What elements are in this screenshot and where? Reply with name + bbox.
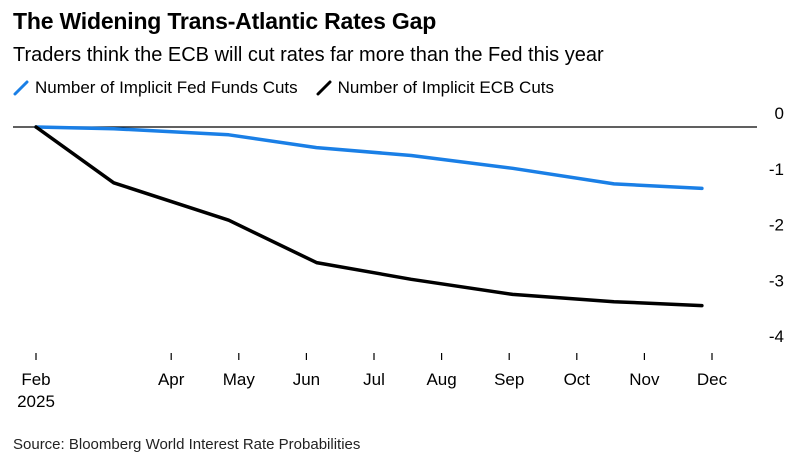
legend: Number of Implicit Fed Funds Cuts Number… (13, 77, 572, 99)
x-tick-label: Feb (21, 370, 50, 389)
legend-swatch-fed-line (13, 80, 29, 96)
x-tick-label: May (223, 370, 256, 389)
source-note: Source: Bloomberg World Interest Rate Pr… (13, 436, 361, 453)
ecb-cuts-line (34, 125, 704, 308)
x-year-label: 2025 (17, 392, 55, 411)
fed-cuts-line (34, 125, 704, 191)
y-tick-label: -3 (769, 271, 784, 290)
chart-title: The Widening Trans-Atlantic Rates Gap (13, 8, 437, 34)
y-tick-label: -2 (769, 216, 784, 235)
legend-swatch-ecb (316, 80, 332, 96)
x-tick-label: Sep (494, 370, 524, 389)
y-tick-label: 0 (775, 104, 784, 123)
x-tick-label: Dec (697, 370, 728, 389)
x-tick-label: Aug (426, 370, 456, 389)
y-tick-label: -1 (769, 160, 784, 179)
legend-item-fed: Number of Implicit Fed Funds Cuts (13, 78, 298, 98)
x-tick-label: Apr (158, 370, 185, 389)
x-tick-label: Nov (629, 370, 660, 389)
legend-swatch-fed (13, 80, 29, 96)
chart-subtitle: Traders think the ECB will cut rates far… (13, 44, 604, 66)
x-tick-label: Oct (564, 370, 591, 389)
y-tick-label: -4 (769, 327, 784, 346)
legend-label-fed: Number of Implicit Fed Funds Cuts (35, 78, 298, 97)
x-tick-label: Jun (293, 370, 320, 389)
x-tick-label: Jul (363, 370, 385, 389)
legend-label-ecb: Number of Implicit ECB Cuts (337, 78, 554, 97)
legend-swatch-ecb-line (316, 80, 332, 96)
legend-item-ecb: Number of Implicit ECB Cuts (316, 78, 554, 98)
